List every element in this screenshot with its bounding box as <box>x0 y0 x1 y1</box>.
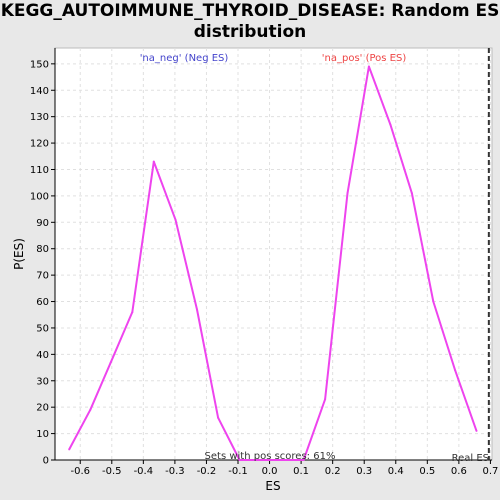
es-distribution-line <box>68 65 478 461</box>
y-tick-label: 150 <box>30 59 49 70</box>
x-tick-label: 0.5 <box>419 466 435 477</box>
data-point <box>410 192 413 195</box>
data-point <box>454 369 457 372</box>
y-tick-label: 110 <box>30 165 49 176</box>
y-tick-label: 140 <box>30 86 49 97</box>
data-point <box>324 398 327 401</box>
data-point <box>302 459 305 461</box>
data-point <box>346 192 349 195</box>
series <box>68 65 478 461</box>
data-point <box>89 408 92 411</box>
real-es-label: Real ES <box>452 453 489 464</box>
y-tick-label: 130 <box>30 112 49 123</box>
y-tick-label: 100 <box>30 191 49 202</box>
x-tick-label: 0.3 <box>356 466 372 477</box>
data-point <box>389 123 392 126</box>
data-point <box>367 65 370 68</box>
y-tick-label: 30 <box>36 376 49 387</box>
y-tick-label: 70 <box>36 271 49 282</box>
x-tick-label: 0.0 <box>262 466 278 477</box>
data-point <box>152 160 155 163</box>
data-point <box>68 448 71 451</box>
y-tick-label: 40 <box>36 350 49 361</box>
x-tick-label: -0.6 <box>70 466 90 477</box>
data-point <box>196 308 198 311</box>
x-tick-label: 0.4 <box>388 466 404 477</box>
x-tick-label: -0.5 <box>102 466 122 477</box>
data-point <box>217 416 220 419</box>
chart-title: KEGG_AUTOIMMUNE_THYROID_DISEASE: Random … <box>0 1 500 42</box>
x-tick-label: -0.4 <box>134 466 154 477</box>
x-tick-label: 0.7 <box>482 466 498 477</box>
data-point <box>475 429 478 432</box>
data-point <box>131 311 134 314</box>
y-tick-label: 90 <box>36 218 49 229</box>
y-tick-label: 10 <box>36 429 49 440</box>
data-point <box>432 300 435 303</box>
y-tick-label: 120 <box>30 139 49 150</box>
data-point <box>238 459 241 461</box>
x-tick-label: 0.2 <box>325 466 341 477</box>
x-tick-label: 0.6 <box>451 466 467 477</box>
y-ticks: 0 10 20 30 40 50 60 70 80 90 100 110 120 130 140 150 <box>30 59 55 467</box>
grid-lines <box>55 48 492 461</box>
x-tick-label: -0.1 <box>228 466 248 477</box>
x-tick-label: -0.3 <box>165 466 185 477</box>
data-point <box>281 459 284 461</box>
y-tick-label: 0 <box>43 456 49 467</box>
x-ticks: -0.6 -0.5 -0.4 -0.3 -0.2 -0.1 0.0 0.1 0.2 0.3 0.4 0… <box>70 460 498 477</box>
pos-scores-footer: Sets with pos scores: 61% <box>205 451 336 462</box>
y-tick-label: 20 <box>36 403 49 414</box>
plot-area <box>54 47 493 461</box>
y-axis-label: P(ES) <box>12 238 26 270</box>
pos-es-label: 'na_pos' (Pos ES) <box>322 53 407 64</box>
x-tick-label: -0.2 <box>197 466 217 477</box>
data-point <box>174 218 177 221</box>
x-tick-label: 0.1 <box>293 466 309 477</box>
data-point <box>109 361 112 364</box>
x-axis-label: ES <box>265 479 280 493</box>
y-tick-label: 80 <box>36 244 49 255</box>
neg-es-label: 'na_neg' (Neg ES) <box>140 53 229 64</box>
y-tick-label: 60 <box>36 297 49 308</box>
y-tick-label: 50 <box>36 323 49 334</box>
data-point <box>259 459 262 461</box>
